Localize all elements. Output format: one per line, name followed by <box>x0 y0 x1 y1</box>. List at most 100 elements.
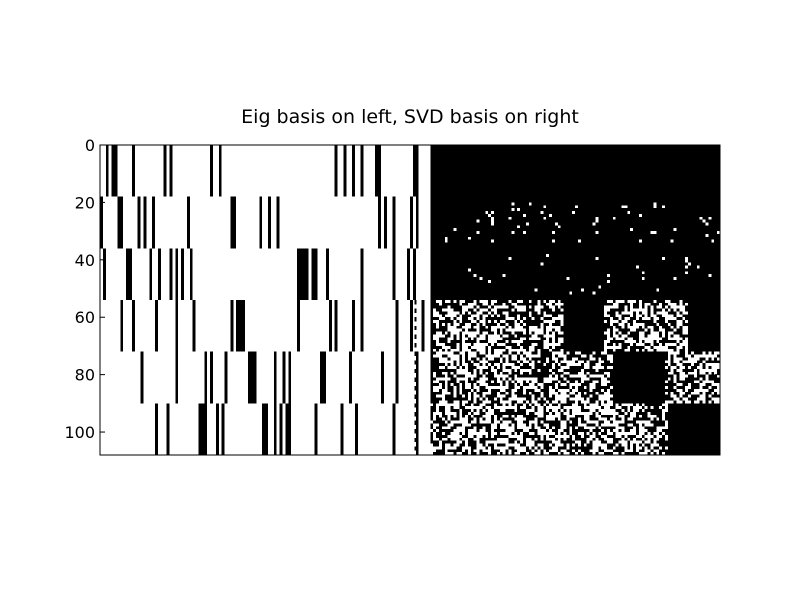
svd-cell <box>598 380 602 384</box>
svd-cell <box>554 417 558 421</box>
svd-cell <box>641 417 645 421</box>
svd-cell <box>621 328 625 332</box>
svd-cell <box>508 388 512 392</box>
svd-cell <box>572 426 576 430</box>
svd-cell <box>699 360 703 364</box>
svd-cell <box>462 322 466 326</box>
svd-cell <box>470 300 474 303</box>
svd-cell <box>476 417 480 421</box>
svd-cell <box>546 429 550 433</box>
svd-cell <box>618 308 622 312</box>
svd-cell <box>470 371 474 375</box>
svd-cell <box>514 337 518 341</box>
svd-cell <box>485 374 489 378</box>
svd-cell <box>589 380 593 384</box>
svd-cell <box>583 371 587 375</box>
svd-cell <box>560 414 564 418</box>
svd-cell <box>560 417 564 421</box>
eig-bar <box>288 351 292 404</box>
svd-cell <box>554 432 558 435</box>
svd-cell <box>496 403 500 407</box>
svd-cell <box>572 429 576 433</box>
svd-cell <box>456 366 460 369</box>
svd-cell <box>499 443 503 447</box>
svd-cell <box>641 320 645 323</box>
svd-speck <box>511 202 515 206</box>
svd-cell <box>488 437 492 441</box>
svd-cell <box>714 357 718 361</box>
svd-cell <box>673 311 677 315</box>
svd-speck <box>551 239 555 243</box>
svd-cell <box>482 443 486 447</box>
svd-cell <box>578 426 581 430</box>
svd-cell <box>441 331 445 335</box>
svd-cell <box>546 305 550 309</box>
svd-cell <box>522 371 526 375</box>
eig-bar <box>189 248 193 300</box>
svd-cell <box>662 406 665 410</box>
svd-cell <box>682 320 686 323</box>
svd-block <box>563 300 605 352</box>
svd-cell <box>592 394 596 398</box>
svd-cell <box>627 411 631 415</box>
svd-cell <box>534 302 538 306</box>
svd-cell <box>688 351 692 355</box>
svd-cell <box>482 437 486 441</box>
svd-cell <box>508 311 512 315</box>
svd-cell <box>470 380 474 384</box>
svd-cell <box>583 409 587 412</box>
svd-cell <box>609 414 613 418</box>
svd-cell <box>557 446 561 450</box>
svd-cell <box>572 400 576 404</box>
svd-cell <box>607 360 610 364</box>
svd-cell <box>624 331 628 335</box>
eig-bar <box>383 196 387 249</box>
svd-cell <box>444 414 448 418</box>
svd-cell <box>450 302 454 306</box>
eig-bar <box>236 300 245 352</box>
svd-cell <box>647 452 651 455</box>
svd-cell <box>557 377 561 381</box>
svd-cell <box>462 409 466 412</box>
svd-cell <box>491 414 495 418</box>
svd-cell <box>595 417 599 421</box>
svd-cell <box>476 371 480 375</box>
svd-cell <box>462 434 466 438</box>
svd-cell <box>505 366 509 369</box>
svd-cell <box>685 300 689 303</box>
svd-cell <box>511 403 515 407</box>
svd-cell <box>673 363 677 367</box>
svd-cell <box>436 360 439 364</box>
svd-cell <box>653 311 657 315</box>
svd-cell <box>511 377 515 381</box>
svd-cell <box>624 345 628 349</box>
svd-cell <box>595 452 599 455</box>
svd-cell <box>607 452 610 455</box>
svd-cell <box>569 368 573 372</box>
svd-cell <box>601 414 605 418</box>
svd-cell <box>453 417 457 421</box>
svd-cell <box>551 380 555 384</box>
svd-speck <box>528 202 532 206</box>
svd-cell <box>604 337 608 341</box>
svd-cell <box>467 366 471 369</box>
svd-cell <box>667 374 671 378</box>
svd-cell <box>583 432 587 435</box>
svd-cell <box>505 308 509 312</box>
svd-cell <box>618 302 622 306</box>
svd-cell <box>511 314 515 318</box>
svd-cell <box>485 363 489 367</box>
svd-cell <box>659 432 663 435</box>
svd-cell <box>433 397 437 401</box>
svd-cell <box>531 305 535 309</box>
svd-cell <box>580 446 584 450</box>
svd-cell <box>456 302 460 306</box>
svd-block <box>430 196 720 249</box>
svd-cell <box>494 449 497 453</box>
svd-cell <box>479 314 483 318</box>
svd-cell <box>528 322 532 326</box>
svd-cell <box>537 434 541 438</box>
svd-cell <box>572 366 576 369</box>
svd-cell <box>543 368 547 372</box>
svd-cell <box>476 426 480 430</box>
